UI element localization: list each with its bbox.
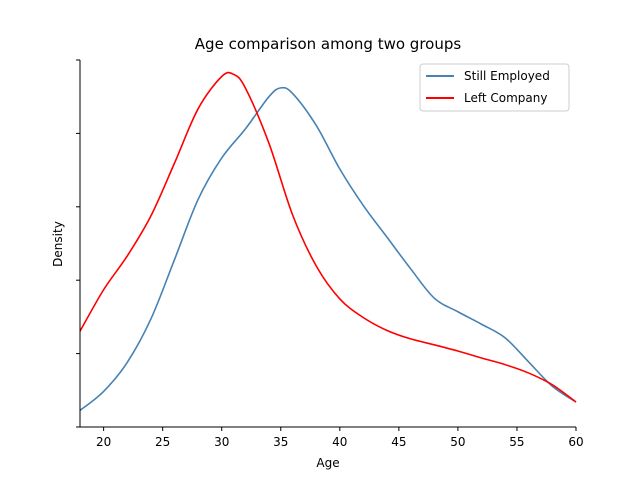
chart-title: Age comparison among two groups [195,35,462,53]
legend-frame [419,63,570,112]
x-tick-label: 50 [450,435,465,449]
x-axis-label: Age [316,456,339,470]
x-tick-label: 20 [96,435,111,449]
x-tick-label: 60 [568,435,583,449]
legend-label-left-company: Left Company [464,91,547,105]
y-axis-label: Density [51,221,65,267]
x-tick-label: 35 [273,435,288,449]
x-tick-label: 55 [509,435,524,449]
legend-label-still-employed: Still Employed [464,69,550,83]
legend: Still Employed Left Company [419,63,570,112]
series-line-left-company [79,71,577,403]
x-ticks: 20 25 30 35 40 45 50 55 60 [96,427,584,449]
x-tick-label: 25 [155,435,170,449]
x-tick-label: 40 [332,435,347,449]
x-tick-label: 45 [391,435,406,449]
y-ticks [76,59,80,428]
plot-lines [79,71,577,412]
series-line-still-employed [79,86,577,412]
x-tick-label: 30 [214,435,229,449]
